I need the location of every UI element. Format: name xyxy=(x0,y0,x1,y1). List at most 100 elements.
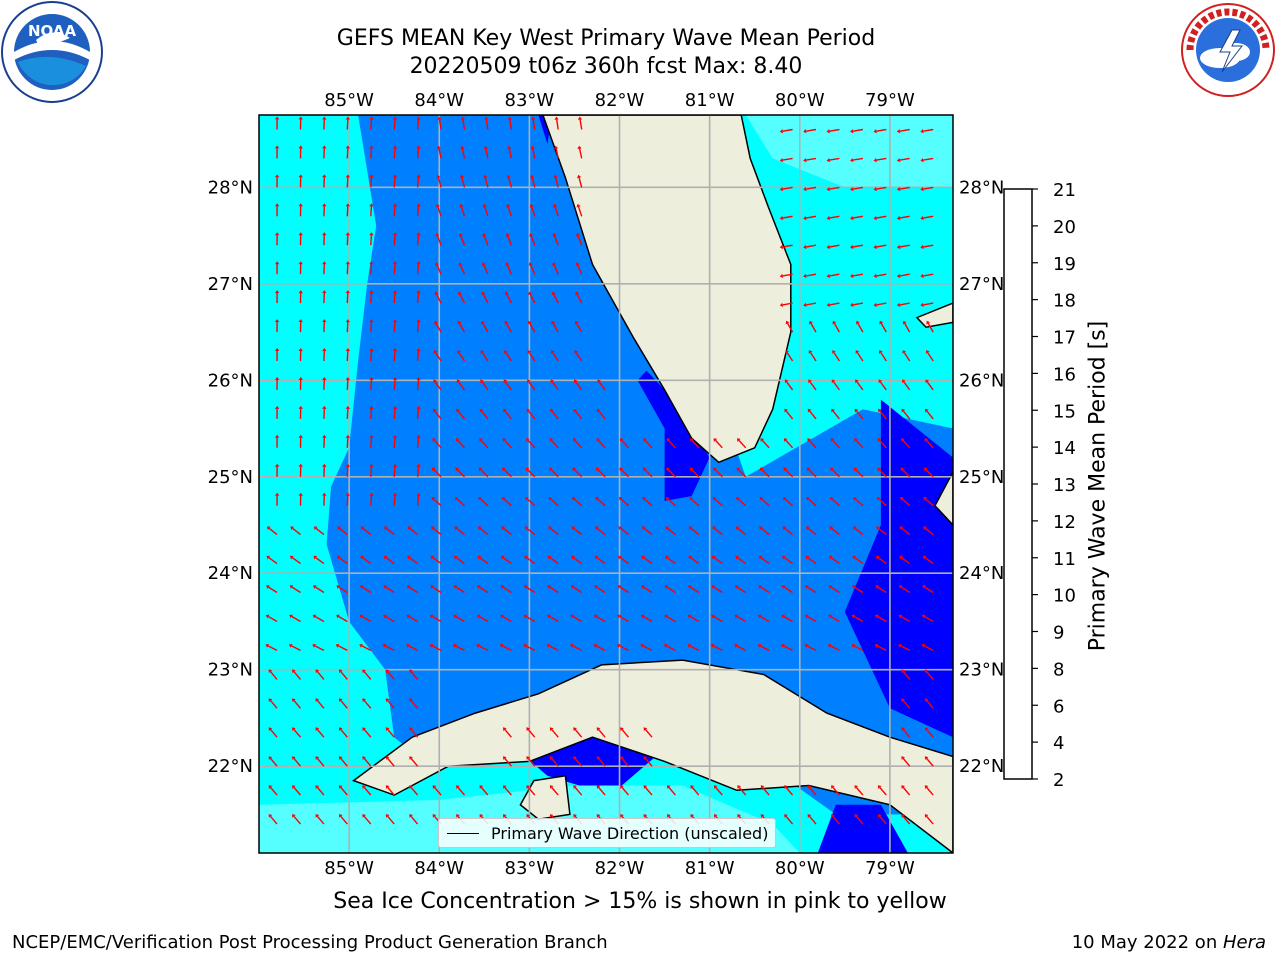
wave-arrow xyxy=(340,671,348,680)
wave-arrow xyxy=(387,729,395,738)
wave-arrow xyxy=(621,729,630,738)
wave-arrow xyxy=(904,323,911,333)
wave-arrow-head xyxy=(643,727,648,731)
wave-arrow-head xyxy=(640,643,645,648)
wave-arrow xyxy=(526,586,536,594)
wave-arrow xyxy=(527,758,536,767)
wave-arrow-head xyxy=(826,129,830,134)
wave-arrow-head xyxy=(856,320,860,325)
wave-arrow xyxy=(526,557,536,565)
wave-arrow xyxy=(433,498,442,507)
chart-subtitle: 20220509 t06z 360h fcst Max: 8.40 xyxy=(409,54,803,79)
wave-arrow-head xyxy=(593,614,598,619)
wave-arrow xyxy=(902,700,911,709)
wave-arrow-head xyxy=(547,614,551,619)
wave-arrow-head xyxy=(924,467,928,472)
wave-arrow-head xyxy=(274,261,280,265)
wave-arrow xyxy=(267,645,278,652)
wave-arrow-head xyxy=(781,643,785,648)
wave-arrow-head xyxy=(736,497,740,501)
wave-arrow-head xyxy=(322,377,327,380)
wave-arrow-head xyxy=(828,585,833,589)
wave-arrow-head xyxy=(530,174,535,179)
wave-arrow-head xyxy=(479,785,484,789)
wave-arrow xyxy=(759,645,770,652)
wave-arrow-head xyxy=(431,526,435,531)
wave-arrow xyxy=(387,700,395,709)
wave-arrow xyxy=(550,527,559,536)
wave-arrow xyxy=(879,381,887,391)
wave-arrow-head xyxy=(898,614,903,619)
wave-arrow-head xyxy=(436,174,441,179)
wave-arrow xyxy=(361,615,372,623)
wave-arrow xyxy=(416,264,420,275)
wave-arrow xyxy=(438,148,442,159)
wave-arrow xyxy=(899,186,910,190)
wave-arrow-head xyxy=(369,348,374,352)
footer-machine: Hera xyxy=(1222,932,1266,953)
wave-arrow-head xyxy=(362,698,366,702)
wave-arrow xyxy=(578,148,583,159)
wave-arrow-head xyxy=(503,785,507,789)
wave-arrow-head xyxy=(551,291,556,296)
wave-arrow xyxy=(879,410,887,420)
wave-arrow-head xyxy=(664,614,668,619)
wave-arrow-head xyxy=(596,727,601,731)
wave-arrow-head xyxy=(575,291,580,296)
wave-arrow xyxy=(829,157,840,161)
wave-arrow xyxy=(574,469,583,478)
wave-arrow-head xyxy=(499,643,504,648)
wave-arrow-head xyxy=(572,467,577,472)
wave-arrow xyxy=(291,645,301,652)
wave-arrow-head xyxy=(854,785,859,789)
wave-arrow-head xyxy=(807,408,812,413)
wave-arrow-head xyxy=(383,585,387,589)
wave-arrow xyxy=(902,815,911,825)
wave-arrow-head xyxy=(298,319,303,323)
wave-arrow-head xyxy=(345,405,350,409)
wave-arrow-head xyxy=(618,555,622,560)
wave-arrow xyxy=(902,410,911,420)
wave-arrow xyxy=(806,128,817,132)
wave-arrow-head xyxy=(759,497,764,501)
wave-arrow-head xyxy=(360,526,365,531)
wave-arrow xyxy=(785,787,794,796)
wave-arrow-head xyxy=(430,555,435,560)
wave-arrow-head xyxy=(392,261,398,265)
lat-tick-left: 28°N xyxy=(208,177,253,198)
wave-arrow-head xyxy=(315,669,320,674)
wave-arrow-head xyxy=(460,145,465,150)
wave-arrow-head xyxy=(406,585,411,589)
wave-arrow xyxy=(829,215,840,219)
wave-arrow xyxy=(410,729,419,738)
wave-arrow-head xyxy=(507,145,512,150)
wave-arrow xyxy=(457,439,466,449)
wave-arrow xyxy=(529,293,536,304)
wave-arrow xyxy=(531,206,536,217)
wave-arrow-head xyxy=(409,698,413,702)
wave-arrow xyxy=(714,527,723,536)
wave-arrow-head xyxy=(416,434,421,439)
wave-arrow-head xyxy=(896,215,901,221)
wave-arrow-head xyxy=(549,785,554,789)
wave-arrow xyxy=(876,186,887,190)
wave-arrow xyxy=(340,787,348,796)
wave-arrow-head xyxy=(806,467,811,472)
wave-arrow xyxy=(370,177,373,188)
wave-arrow xyxy=(880,352,887,362)
wave-arrow-head xyxy=(779,273,784,279)
wave-arrow-head xyxy=(873,158,877,163)
wave-arrow xyxy=(270,700,278,709)
wave-arrow xyxy=(691,787,700,796)
andros-land xyxy=(934,471,953,527)
wave-arrow xyxy=(644,787,653,796)
wave-arrow-head xyxy=(345,319,350,323)
wave-arrow xyxy=(736,645,747,652)
wave-arrow-head xyxy=(554,145,559,150)
wave-arrow xyxy=(346,206,349,217)
wave-arrow xyxy=(598,729,606,738)
wave-arrow-head xyxy=(456,814,460,818)
wave-arrow-head xyxy=(369,405,374,409)
wave-arrow-head xyxy=(924,727,929,731)
